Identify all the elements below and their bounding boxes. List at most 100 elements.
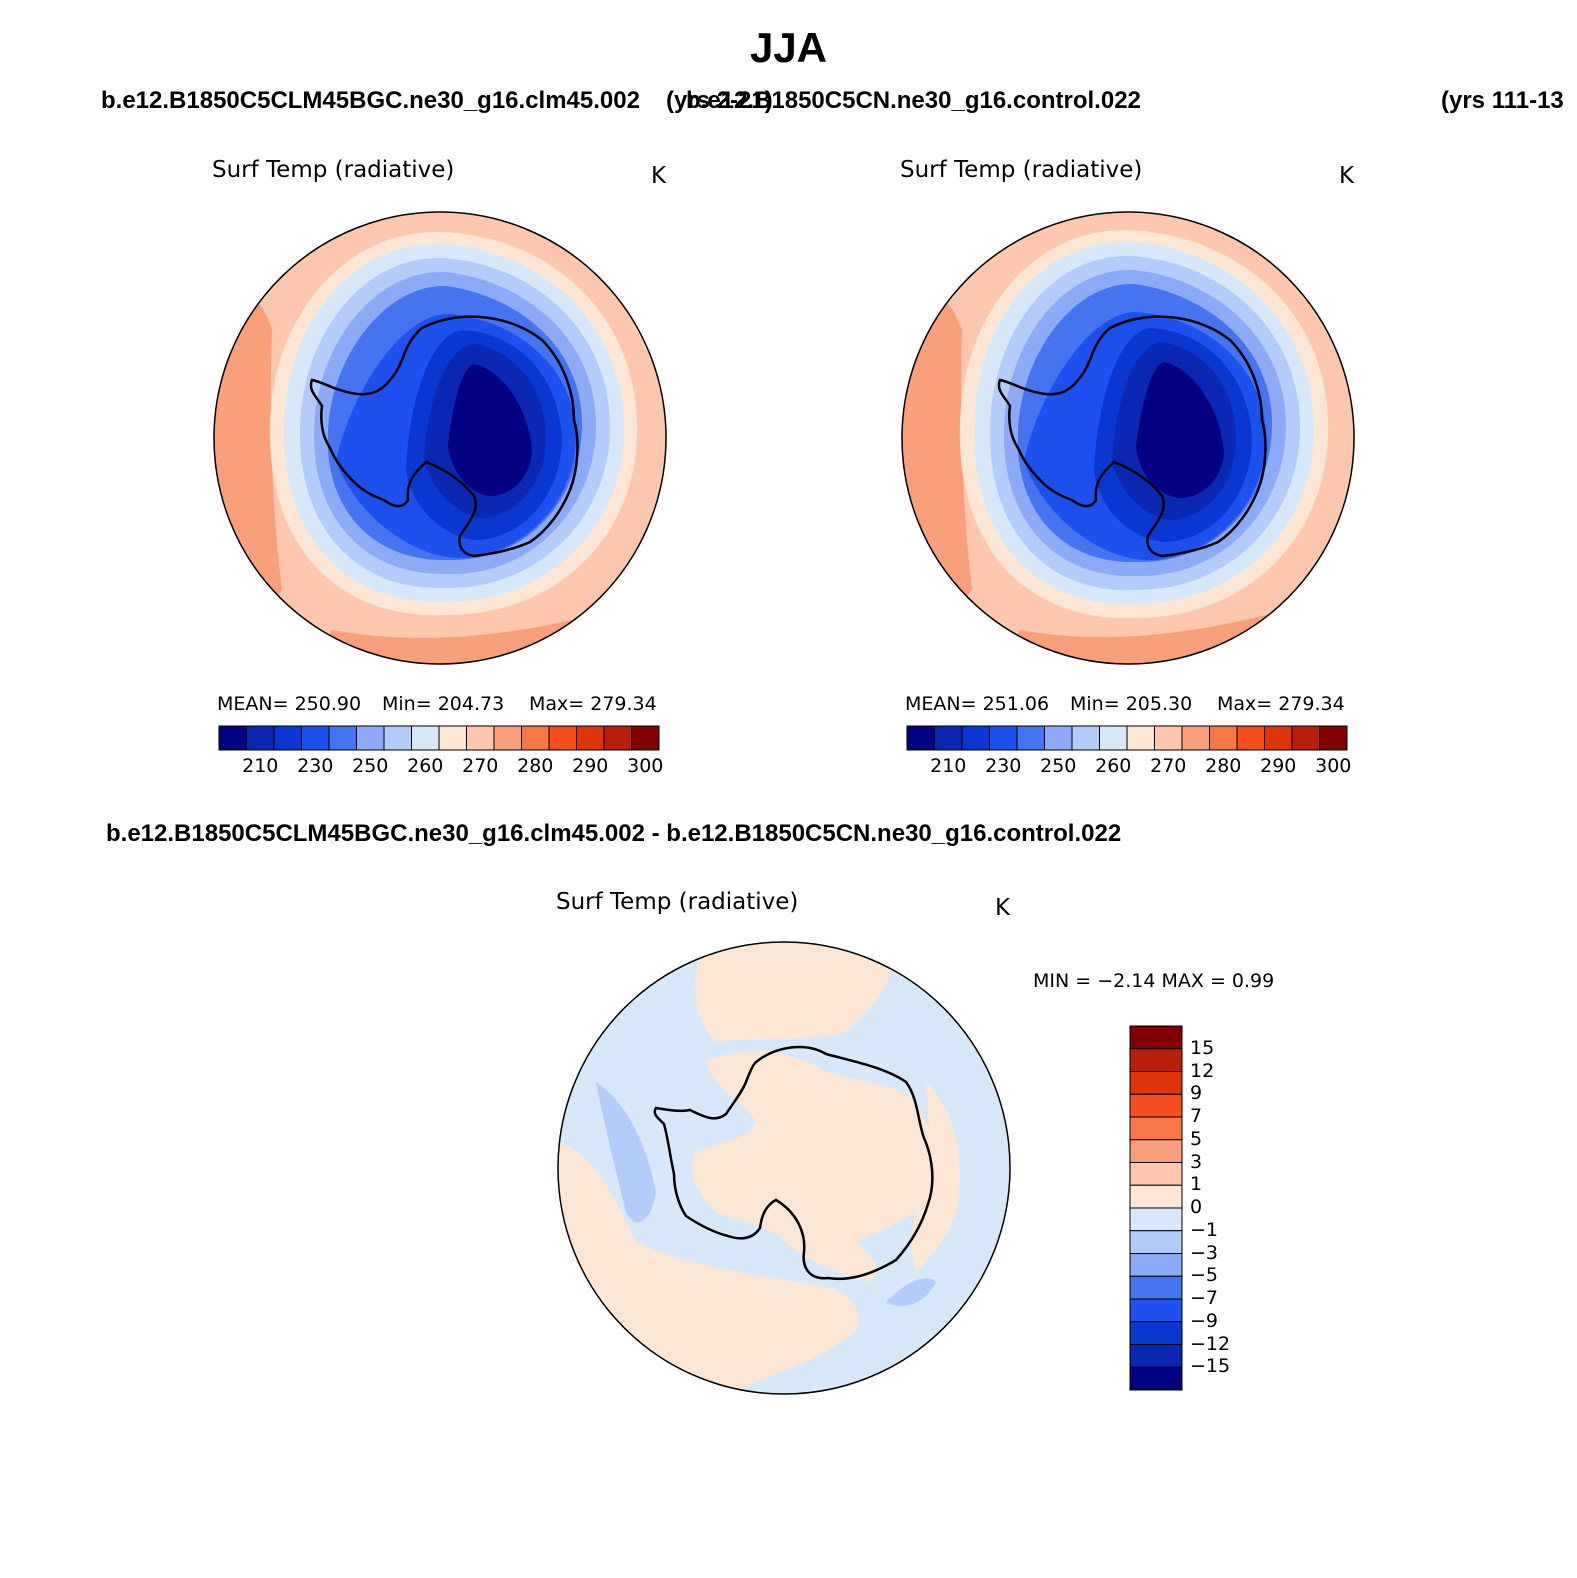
colorbar-tick-label: −1 bbox=[1190, 1218, 1219, 1241]
colorbar-tick-label: 5 bbox=[1190, 1127, 1203, 1150]
panel1-stats-mean: MEAN= 250.90 bbox=[217, 693, 361, 715]
colorbar-tick-label: −3 bbox=[1190, 1241, 1219, 1264]
min-value: 204.73 bbox=[437, 693, 505, 715]
panel2-map bbox=[901, 211, 1355, 665]
colorbar-swatch bbox=[934, 725, 963, 751]
colorbar-swatch bbox=[1181, 725, 1210, 751]
colorbar-swatch bbox=[1129, 1366, 1183, 1391]
colorbar-swatch bbox=[989, 725, 1018, 751]
colorbar-swatch bbox=[1129, 1116, 1183, 1141]
colorbar-swatch bbox=[521, 725, 550, 751]
colorbar-swatch bbox=[493, 725, 522, 751]
diff-region-east-strip bbox=[911, 1082, 960, 1272]
map-band-warm-west bbox=[902, 294, 972, 650]
panel2-colorbar bbox=[906, 725, 1348, 751]
colorbar-swatch bbox=[218, 725, 247, 751]
antarctica-coastline bbox=[997, 315, 1267, 558]
colorbar-swatch bbox=[1129, 1344, 1183, 1368]
colorbar-tick-label: 290 bbox=[1260, 755, 1297, 777]
colorbar-swatch bbox=[1209, 725, 1238, 751]
difference-units: K bbox=[995, 895, 1011, 921]
panel2-stats-min: Min= 205.30 bbox=[1070, 693, 1192, 715]
diff-max-value: 0.99 bbox=[1231, 970, 1275, 992]
panel2-stats-mean: MEAN= 251.06 bbox=[905, 693, 1049, 715]
colorbar-tick-label: 270 bbox=[462, 755, 499, 777]
colorbar-swatch bbox=[246, 725, 275, 751]
colorbar-tick-label: 12 bbox=[1190, 1059, 1215, 1082]
colorbar-swatch bbox=[411, 725, 440, 751]
max-label: Max= bbox=[529, 693, 585, 715]
mean-value: 251.06 bbox=[982, 693, 1050, 715]
colorbar-tick-label: 9 bbox=[1190, 1082, 1203, 1105]
case-title-right: b.e12.B1850C5CN.ne30_g16.control.022 bbox=[686, 87, 1141, 114]
colorbar-swatch bbox=[383, 725, 412, 751]
colorbar-tick-label: 0 bbox=[1190, 1196, 1203, 1218]
colorbar-swatch bbox=[1236, 725, 1265, 751]
years-right: (yrs 111-13 bbox=[1441, 87, 1564, 114]
case-title-left: b.e12.B1850C5CLM45BGC.ne30_g16.clm45.002 bbox=[101, 87, 640, 114]
max-label: Max= bbox=[1217, 693, 1273, 715]
colorbar-swatch bbox=[1129, 1275, 1183, 1300]
mean-value: 250.90 bbox=[294, 693, 362, 715]
diff-region-west-cool bbox=[596, 1082, 656, 1223]
panel1-map bbox=[213, 211, 667, 665]
max-value: 279.34 bbox=[1278, 693, 1345, 715]
colorbar-swatch bbox=[1129, 1048, 1183, 1072]
difference-colorbar bbox=[1129, 1025, 1183, 1391]
map-band-coldest bbox=[1136, 362, 1224, 498]
diff-region-north bbox=[695, 942, 896, 1042]
colorbar-tick-label: 210 bbox=[242, 755, 279, 777]
colorbar-tick-label: 270 bbox=[1150, 755, 1187, 777]
difference-stats: MIN = −2.14 MAX = 0.99 bbox=[1033, 970, 1274, 992]
colorbar-tick-label: 280 bbox=[1205, 755, 1242, 777]
colorbar-swatch bbox=[356, 725, 385, 751]
colorbar-swatch bbox=[1129, 1184, 1183, 1209]
colorbar-swatch bbox=[1129, 1207, 1183, 1232]
mean-label: MEAN= bbox=[905, 693, 977, 715]
panel2-units: K bbox=[1339, 163, 1355, 189]
colorbar-tick-label: 300 bbox=[627, 755, 664, 777]
colorbar-swatch bbox=[1129, 1321, 1183, 1345]
min-value: 205.30 bbox=[1125, 693, 1193, 715]
colorbar-swatch bbox=[1319, 725, 1348, 751]
colorbar-swatch bbox=[961, 725, 990, 751]
diff-min-value: −2.14 bbox=[1097, 970, 1156, 992]
diff-region-southeast-cool bbox=[886, 1278, 936, 1306]
colorbar-swatch bbox=[1071, 725, 1100, 751]
colorbar-tick-label: 250 bbox=[352, 755, 389, 777]
colorbar-tick-label: −9 bbox=[1190, 1309, 1219, 1332]
colorbar-swatch bbox=[1129, 1230, 1183, 1254]
colorbar-swatch bbox=[1129, 1162, 1183, 1186]
colorbar-swatch bbox=[1016, 725, 1045, 751]
antarctica-coastline bbox=[309, 315, 579, 558]
colorbar-swatch bbox=[301, 725, 330, 751]
colorbar-tick-label: −12 bbox=[1190, 1332, 1231, 1355]
difference-case-title: b.e12.B1850C5CLM45BGC.ne30_g16.clm45.002… bbox=[106, 820, 1122, 847]
panel1-stats-max: Max= 279.34 bbox=[529, 693, 657, 715]
colorbar-tick-label: 300 bbox=[1315, 755, 1352, 777]
colorbar-swatch bbox=[631, 725, 660, 751]
colorbar-swatch bbox=[906, 725, 935, 751]
colorbar-tick-label: 230 bbox=[985, 755, 1022, 777]
diff-min-label: MIN = bbox=[1033, 970, 1092, 992]
colorbar-swatch bbox=[1126, 725, 1155, 751]
difference-map bbox=[557, 941, 1011, 1395]
colorbar-tick-label: 260 bbox=[407, 755, 444, 777]
colorbar-tick-label: 15 bbox=[1190, 1036, 1215, 1059]
antarctica-coastline bbox=[653, 1045, 934, 1281]
colorbar-swatch bbox=[1129, 1025, 1183, 1050]
panel2-stats-max: Max= 279.34 bbox=[1217, 693, 1345, 715]
colorbar-tick-label: −15 bbox=[1190, 1355, 1231, 1378]
panel2-title: Surf Temp (radiative) bbox=[900, 157, 1143, 183]
diff-region-interior bbox=[692, 1051, 933, 1282]
colorbar-swatch bbox=[1099, 725, 1128, 751]
min-label: Min= bbox=[382, 693, 432, 715]
colorbar-swatch bbox=[1129, 1093, 1183, 1118]
max-value: 279.34 bbox=[590, 693, 657, 715]
colorbar-tick-label: 250 bbox=[1040, 755, 1077, 777]
colorbar-swatch bbox=[1129, 1071, 1183, 1095]
colorbar-swatch bbox=[1291, 725, 1320, 751]
years-left: (yrs 2-21) bbox=[666, 87, 773, 114]
map-band-coldest bbox=[448, 364, 532, 496]
colorbar-tick-label: 260 bbox=[1095, 755, 1132, 777]
